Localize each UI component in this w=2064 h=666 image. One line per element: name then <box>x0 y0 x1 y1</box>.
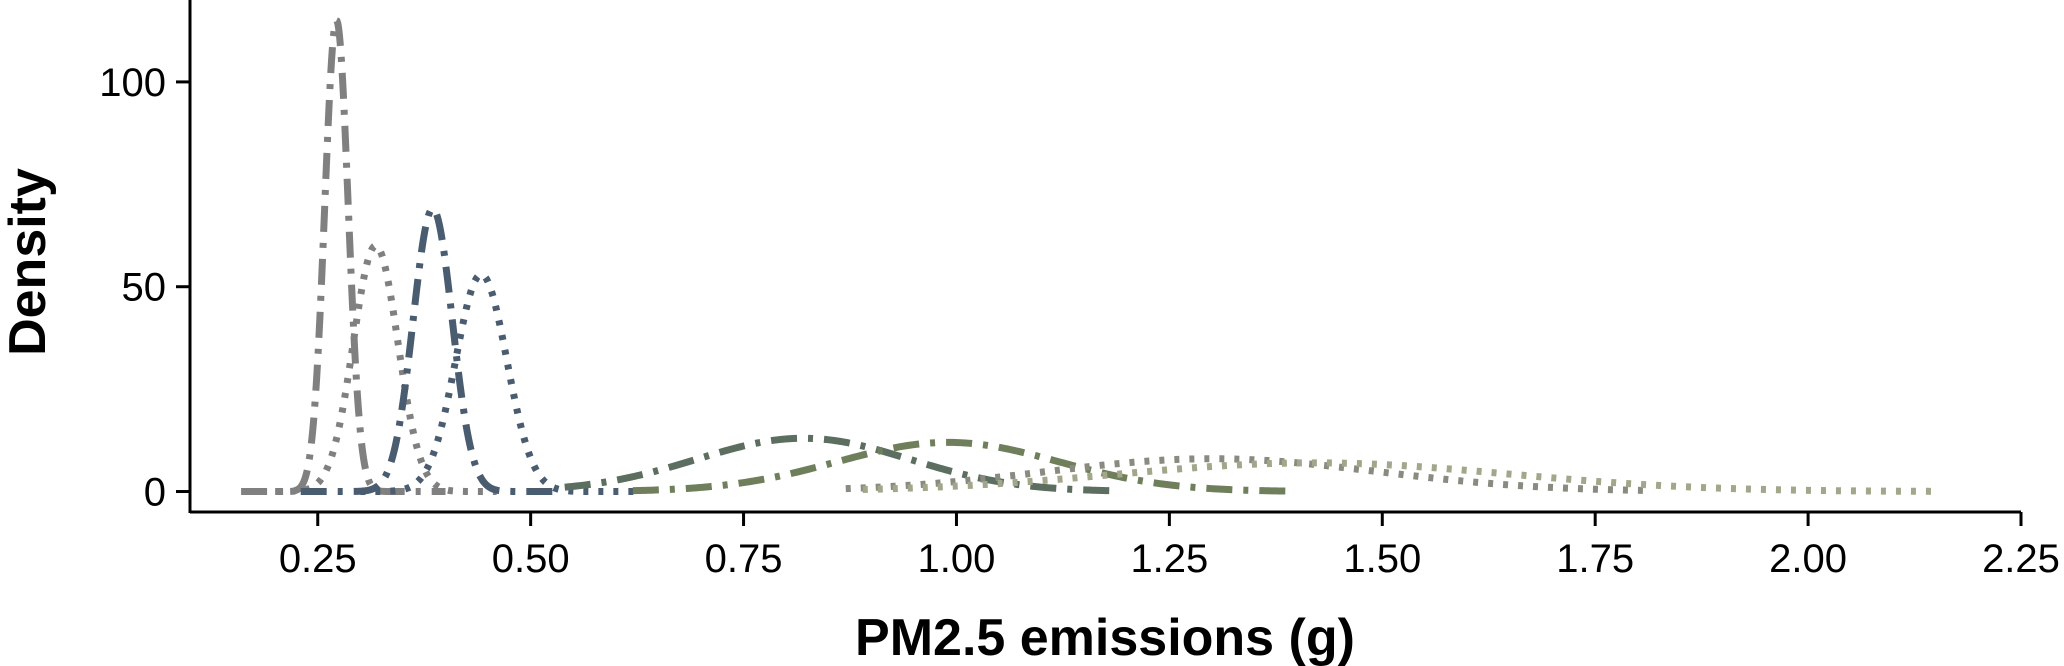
x-tick-label: 1.75 <box>1556 537 1634 581</box>
y-axis-title: Density <box>0 168 57 356</box>
y-axis-ticks: 0 50 100 <box>99 61 190 515</box>
density-curve-5 <box>564 434 1110 495</box>
x-tick-label: 0.50 <box>492 537 570 581</box>
x-tick-label: 2.00 <box>1769 537 1847 581</box>
x-axis-title: PM2.5 emissions (g) <box>855 609 1355 666</box>
x-axis-ticks: 0.25 0.50 0.75 1.00 1.25 1.50 1.75 2.00 2.25 <box>279 512 2060 581</box>
x-tick-label: 0.25 <box>279 537 357 581</box>
density-curve-4 <box>360 270 642 496</box>
x-tick-label: 1.50 <box>1343 537 1421 581</box>
x-tick-label: 0.75 <box>705 537 783 581</box>
density-curve-1 <box>241 15 446 496</box>
y-tick-label: 50 <box>122 266 167 310</box>
density-curve-6 <box>632 438 1289 495</box>
x-tick-label: 1.00 <box>918 537 996 581</box>
x-tick-label: 2.25 <box>1982 537 2060 581</box>
y-tick-label: 100 <box>99 61 166 105</box>
density-curve-3 <box>300 205 557 496</box>
x-tick-label: 1.25 <box>1130 537 1208 581</box>
density-curves <box>241 15 1936 496</box>
y-tick-label: 0 <box>144 471 166 515</box>
density-curve-2 <box>275 242 497 496</box>
